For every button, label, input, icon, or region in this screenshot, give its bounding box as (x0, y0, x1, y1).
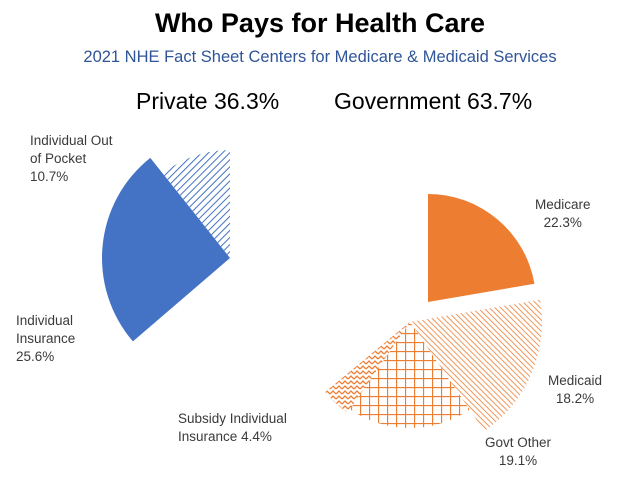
pie-slice-govt-other (349, 322, 470, 428)
slice-label-value: 10.7% (30, 169, 69, 184)
slice-label-govt-other: Govt Other 19.1% (485, 434, 551, 470)
slice-label-name: Medicaid (548, 373, 603, 388)
slice-label-name: Govt Other (485, 435, 552, 450)
slice-label-value: 19.1% (498, 453, 538, 468)
pie-slice-subsidy-individual-insurance (325, 322, 410, 413)
slice-label-name: Individual Out of Pocket (30, 133, 113, 166)
slice-label-value: 25.6% (16, 349, 55, 364)
slice-label-individual-insurance: Individual Insurance 25.6% (16, 312, 75, 366)
slice-label-name: Individual Insurance (16, 313, 76, 346)
group-label-private: Private 36.3% (136, 88, 280, 114)
group-label-government: Government 63.7% (334, 88, 533, 114)
slice-label-value: 18.2% (555, 391, 595, 406)
slice-label-value: 4.4% (241, 429, 272, 444)
slice-label-name: Subsidy Individual Insurance (178, 411, 287, 444)
slice-label-subsidy-individual-insurance: Subsidy Individual Insurance 4.4% (178, 410, 287, 446)
pie-slice-individual-insurance (101, 157, 230, 342)
chart-title: Who Pays for Health Care (154, 8, 486, 38)
slice-label-name: Medicare (535, 197, 591, 212)
pie-slice-medicare (428, 194, 535, 302)
slice-label-medicaid: Medicaid 18.2% (548, 372, 602, 408)
slice-label-value: 22.3% (543, 215, 582, 230)
slice-label-individual-out-of-pocket: Individual Out of Pocket 10.7% (30, 132, 113, 186)
pie-slice-individual-out-of-pocket (162, 150, 230, 258)
slice-label-medicare: Medicare 22.3% (535, 196, 591, 232)
pie-slice-medicaid (410, 299, 543, 432)
chart-subtitle: 2021 NHE Fact Sheet Centers for Medicare… (83, 48, 557, 66)
